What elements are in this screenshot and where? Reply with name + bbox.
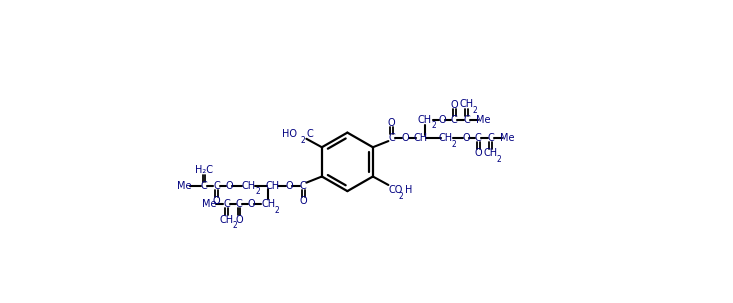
- Text: CH: CH: [460, 99, 474, 109]
- Text: C: C: [451, 115, 457, 125]
- Text: 2: 2: [473, 106, 478, 115]
- Text: C: C: [475, 133, 482, 143]
- Text: Me: Me: [476, 115, 491, 125]
- Text: O: O: [213, 196, 221, 206]
- Text: O: O: [438, 115, 446, 125]
- Text: O: O: [451, 100, 458, 110]
- Text: CH: CH: [265, 181, 279, 191]
- Text: C: C: [487, 133, 494, 143]
- Text: O: O: [248, 199, 255, 209]
- Text: CH: CH: [262, 199, 276, 209]
- Text: H: H: [405, 185, 412, 195]
- Text: CH: CH: [242, 181, 256, 191]
- Text: O: O: [225, 181, 232, 191]
- Text: 2: 2: [301, 136, 305, 145]
- Text: C: C: [463, 115, 470, 125]
- Text: 2: 2: [497, 155, 501, 164]
- Text: Me: Me: [177, 181, 191, 191]
- Text: O: O: [462, 133, 470, 143]
- Text: C: C: [306, 129, 313, 139]
- Text: 2: 2: [399, 192, 403, 201]
- Text: Me: Me: [501, 133, 515, 143]
- Text: O: O: [286, 181, 293, 191]
- Text: C: C: [201, 181, 207, 191]
- Text: C: C: [223, 199, 230, 209]
- Text: CH: CH: [484, 148, 498, 158]
- Text: O: O: [474, 148, 482, 158]
- Text: 2: 2: [255, 187, 260, 196]
- Text: 2: 2: [452, 140, 457, 148]
- Text: O: O: [388, 118, 395, 128]
- Text: CO: CO: [388, 185, 402, 195]
- Text: CH: CH: [219, 215, 234, 225]
- Text: C: C: [235, 199, 243, 209]
- Text: O: O: [300, 196, 307, 206]
- Text: O: O: [402, 133, 409, 143]
- Text: CH: CH: [438, 133, 453, 143]
- Text: HO: HO: [282, 129, 297, 139]
- Text: CH: CH: [414, 133, 428, 143]
- Text: C: C: [388, 133, 395, 143]
- Text: C: C: [213, 181, 220, 191]
- Text: C: C: [300, 181, 306, 191]
- Text: O: O: [235, 215, 243, 225]
- Text: CH: CH: [418, 115, 432, 125]
- Text: 2: 2: [233, 221, 237, 230]
- Text: Me: Me: [202, 199, 217, 209]
- Text: H₂C: H₂C: [195, 165, 213, 175]
- Text: 2: 2: [431, 121, 435, 130]
- Text: 2: 2: [275, 206, 279, 215]
